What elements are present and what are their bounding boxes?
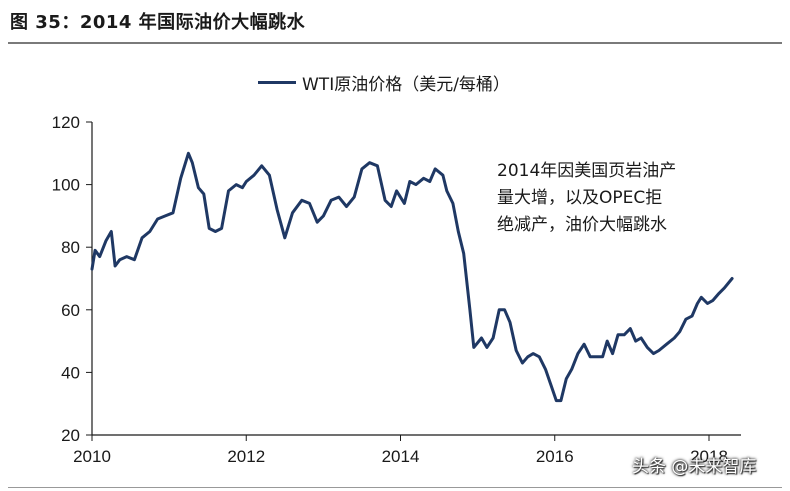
y-tick-label: 40 <box>61 363 80 382</box>
y-tick-label: 20 <box>61 426 80 445</box>
watermark: 头条 @未来智库 <box>632 457 757 477</box>
annotation-line: 2014年因美国页岩油产 <box>497 161 677 181</box>
figure-title: 图 35：2014 年国际油价大幅跳水 <box>10 12 306 33</box>
bottom-rule <box>8 487 782 488</box>
y-tick-label: 80 <box>61 238 80 257</box>
x-tick-label: 2018 <box>690 447 728 466</box>
y-tick-label: 100 <box>52 176 80 195</box>
legend-swatch <box>258 81 296 84</box>
y-tick-label: 120 <box>52 113 80 132</box>
x-tick-label: 2012 <box>227 447 265 466</box>
y-tick-label: 60 <box>61 301 80 320</box>
annotation-line: 绝减产，油价大幅跳水 <box>497 215 667 235</box>
legend-label: WTI原油价格（美元/每桶） <box>302 75 510 95</box>
chart-annotation: 2014年因美国页岩油产 量大增，以及OPEC拒 绝减产，油价大幅跳水 <box>497 158 712 239</box>
title-rule <box>8 42 782 44</box>
legend: WTI原油价格（美元/每桶） <box>258 70 510 95</box>
series-line-wti <box>90 151 734 403</box>
annotation-line: 量大增，以及OPEC拒 <box>497 188 663 208</box>
x-tick-label: 2016 <box>536 447 574 466</box>
x-tick-label: 2010 <box>73 447 111 466</box>
x-tick-label: 2014 <box>382 447 420 466</box>
